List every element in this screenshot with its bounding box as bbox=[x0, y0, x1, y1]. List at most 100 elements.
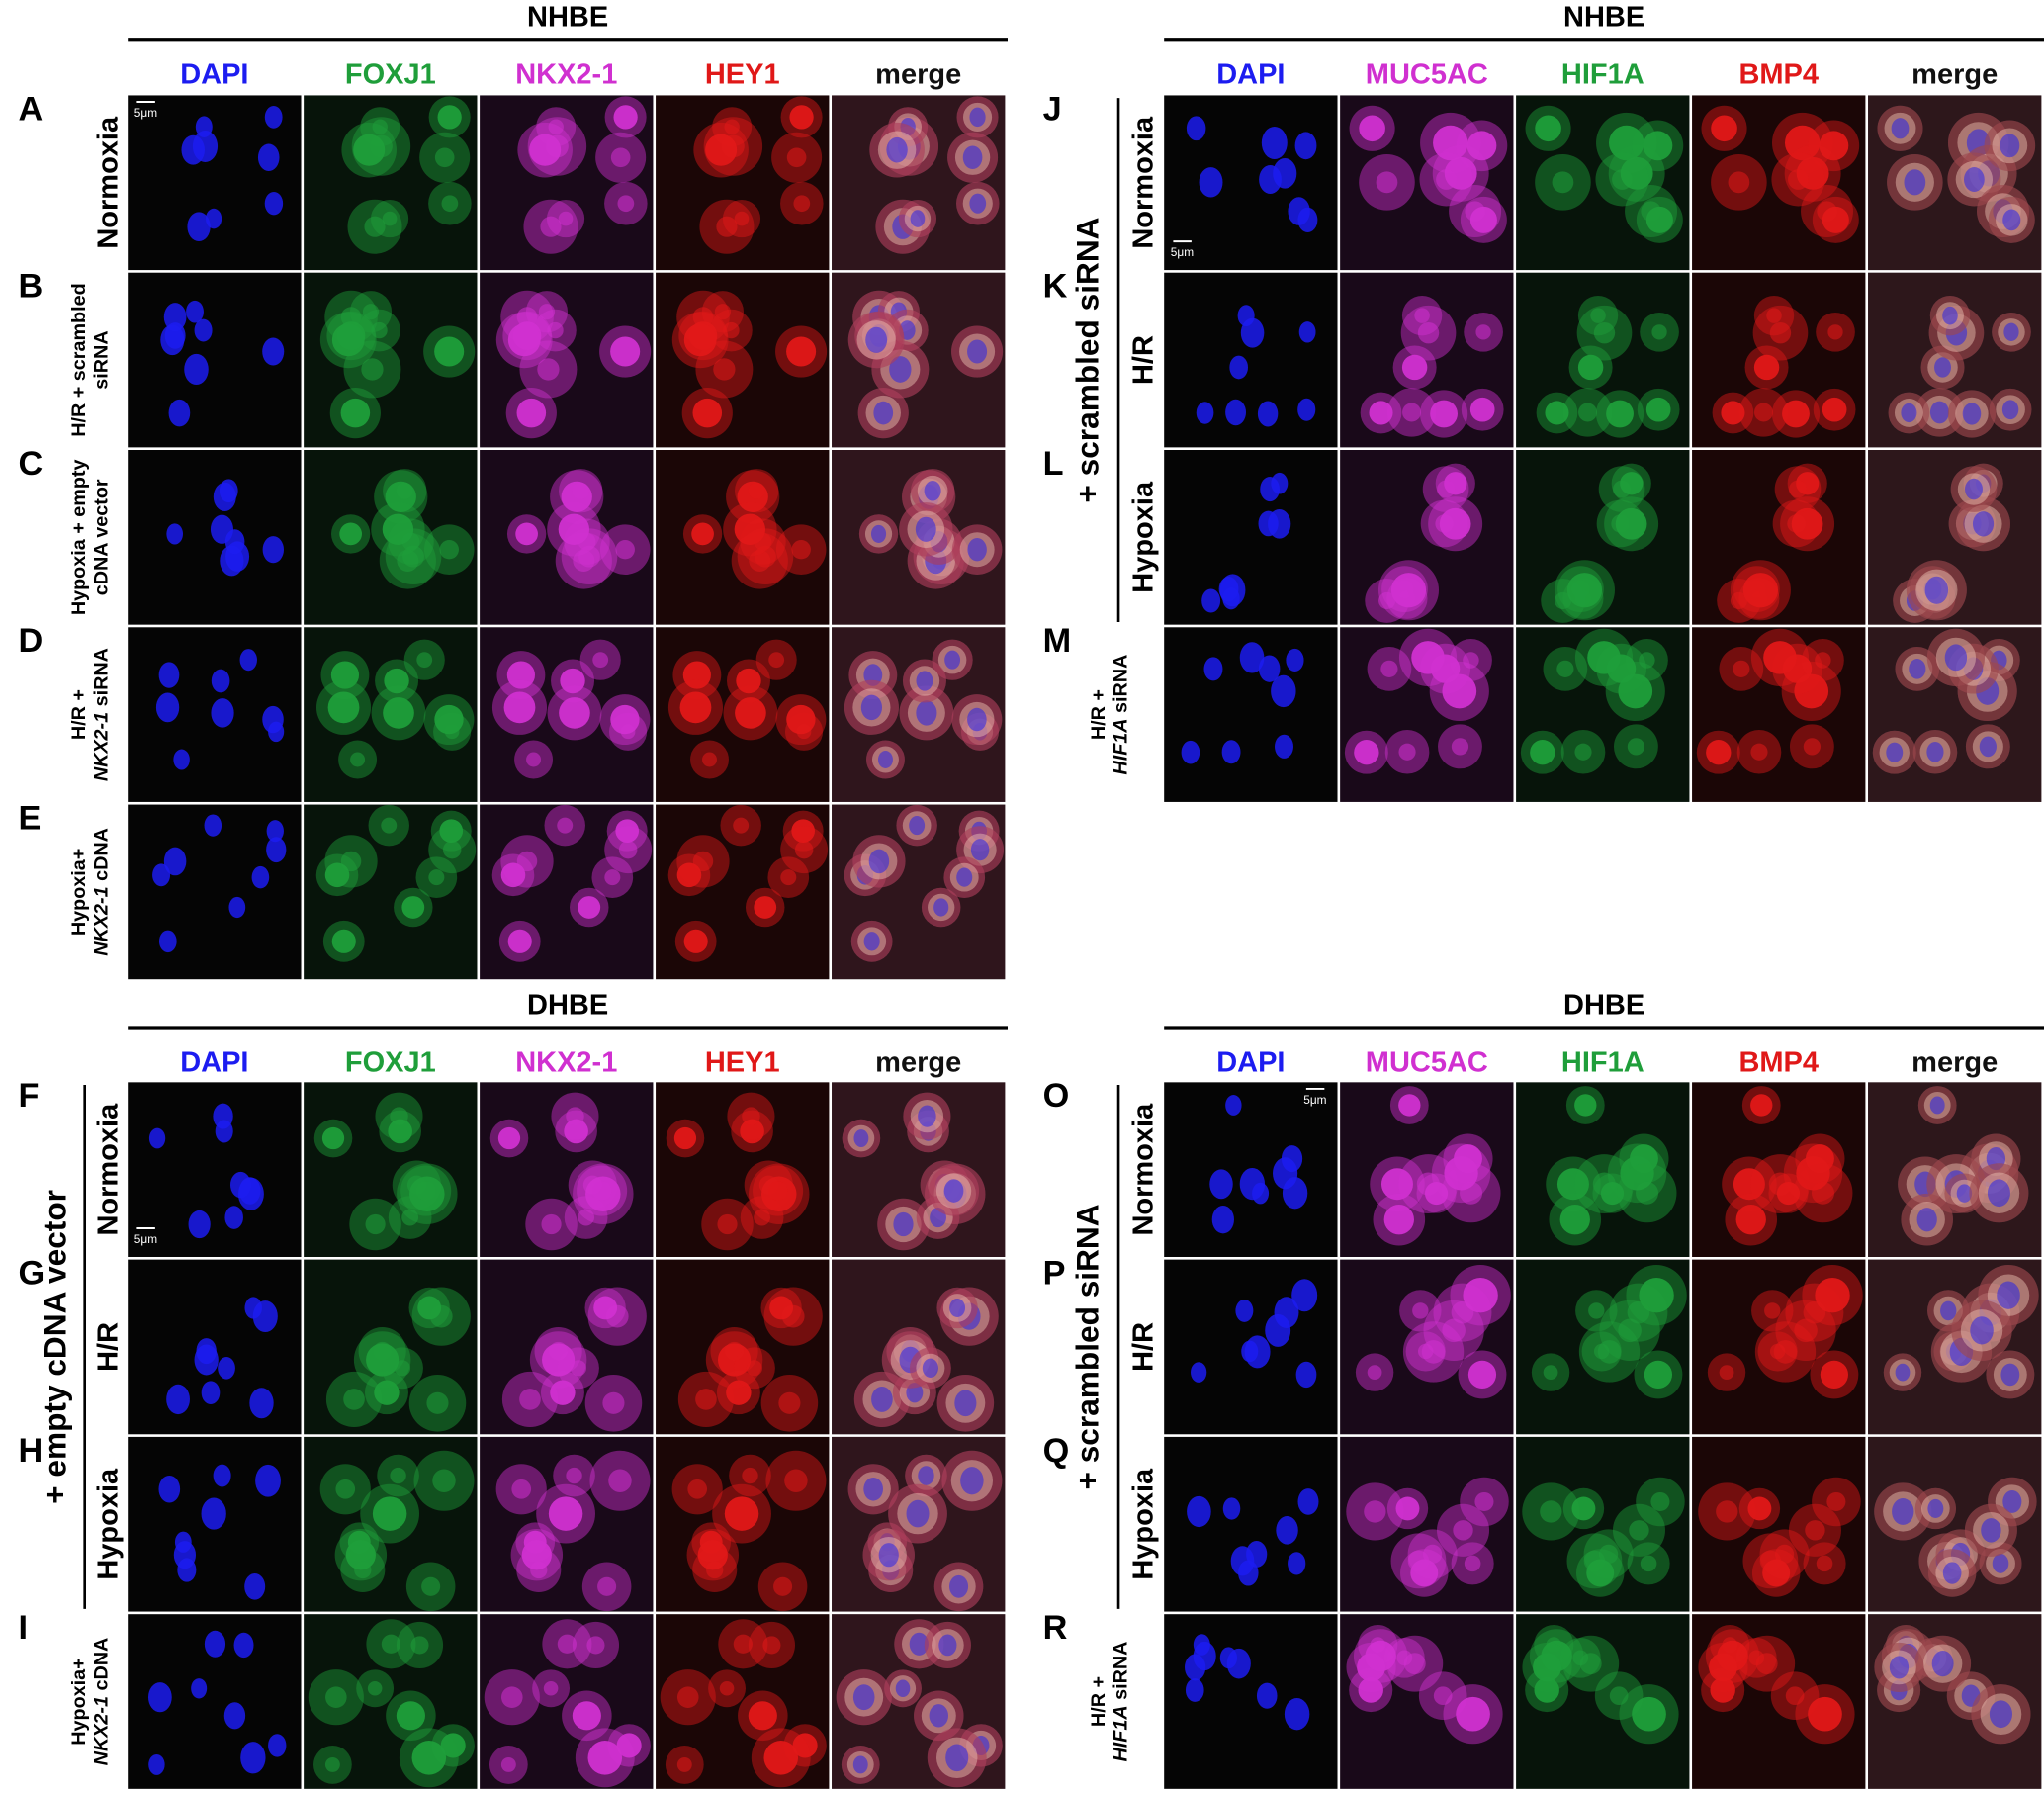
nucleus bbox=[163, 847, 187, 876]
nucleus bbox=[262, 705, 284, 734]
column-label: merge bbox=[1911, 58, 1998, 90]
nucleus bbox=[1219, 574, 1246, 607]
row-label-part: siRNA bbox=[1111, 1642, 1132, 1706]
cell-core bbox=[1556, 1168, 1589, 1201]
nucleus bbox=[1186, 116, 1206, 141]
panel-letter: B bbox=[18, 268, 43, 306]
micrograph bbox=[832, 627, 1006, 802]
nucleus bbox=[1222, 1497, 1241, 1520]
nucleus bbox=[1891, 118, 1910, 139]
cell-core bbox=[1645, 206, 1673, 233]
nucleus bbox=[1256, 1682, 1278, 1709]
cell-core bbox=[500, 1756, 516, 1772]
cell-core bbox=[516, 398, 547, 428]
cell-core bbox=[1433, 1686, 1453, 1706]
micrograph bbox=[1516, 1436, 1690, 1612]
micrograph bbox=[832, 95, 1006, 271]
nucleus bbox=[1963, 657, 1984, 680]
nucleus bbox=[1942, 1562, 1962, 1584]
cell-core bbox=[497, 1126, 521, 1150]
cell-core bbox=[1750, 743, 1768, 761]
micrograph bbox=[1340, 1082, 1514, 1257]
cell-core bbox=[353, 134, 386, 166]
nucleus bbox=[886, 136, 908, 163]
cell-core bbox=[610, 336, 641, 367]
nucleus bbox=[933, 898, 949, 917]
nucleus bbox=[1226, 1648, 1251, 1679]
nucleus bbox=[865, 326, 888, 353]
nucleus bbox=[1261, 126, 1288, 160]
row-label: H/R + bbox=[1088, 689, 1110, 740]
cell-core bbox=[1733, 660, 1750, 677]
micrograph bbox=[304, 450, 478, 625]
cell-core bbox=[1540, 1500, 1562, 1523]
cell-core bbox=[1651, 324, 1667, 340]
nucleus bbox=[924, 481, 941, 501]
cell-core bbox=[364, 216, 386, 237]
column-label: DAPI bbox=[1216, 58, 1285, 90]
cell-core bbox=[610, 147, 631, 168]
micrograph bbox=[1692, 95, 1866, 271]
cell-core bbox=[507, 929, 532, 953]
cell-core bbox=[735, 697, 766, 729]
nucleus bbox=[213, 1464, 231, 1487]
cell-core bbox=[683, 929, 708, 953]
cell-core bbox=[740, 1119, 764, 1144]
row-label-part: NKX2-1 bbox=[91, 1696, 113, 1765]
cell-core bbox=[616, 1733, 642, 1758]
cell-core bbox=[550, 1380, 576, 1405]
cell-core bbox=[1815, 1278, 1850, 1313]
cell-core bbox=[1811, 1181, 1835, 1205]
cell-core bbox=[367, 1680, 383, 1696]
cell-core bbox=[321, 1126, 345, 1150]
cell-core bbox=[692, 307, 714, 327]
nucleus bbox=[158, 1475, 181, 1503]
cell-core bbox=[578, 896, 601, 919]
cell-core bbox=[1451, 738, 1469, 756]
row-label-part: H/R + scrambled bbox=[68, 283, 90, 436]
cell-core bbox=[749, 549, 771, 572]
nucleus bbox=[1257, 401, 1279, 427]
micrograph bbox=[128, 1259, 302, 1435]
cell-core bbox=[1403, 1653, 1426, 1675]
nucleus bbox=[1886, 742, 1904, 762]
cell-core bbox=[372, 1496, 407, 1531]
cell-core bbox=[742, 1467, 758, 1484]
nucleus bbox=[1940, 1300, 1957, 1321]
cell-core bbox=[345, 1540, 376, 1570]
panel-tint bbox=[832, 1082, 1006, 1257]
cell-core bbox=[1369, 401, 1393, 425]
micrograph bbox=[1340, 1614, 1514, 1789]
cell-core bbox=[1456, 1696, 1490, 1732]
cell-core bbox=[1805, 1144, 1834, 1174]
cell-core bbox=[793, 195, 811, 213]
nucleus bbox=[213, 1103, 233, 1129]
cell-core bbox=[1460, 1181, 1483, 1205]
panel-letter: G bbox=[18, 1254, 44, 1292]
nucleus bbox=[1950, 1542, 1971, 1566]
micrograph bbox=[128, 450, 302, 625]
panel-tint bbox=[1340, 450, 1514, 625]
row-label: Hypoxia + empty bbox=[68, 460, 90, 616]
cell-core bbox=[432, 1469, 456, 1492]
cell-core bbox=[366, 1343, 400, 1377]
scale-bar-label: 5μm bbox=[1303, 1093, 1326, 1107]
nucleus bbox=[262, 536, 284, 564]
cell-core bbox=[1579, 1653, 1602, 1675]
cell-core bbox=[410, 1636, 429, 1655]
column-label: MUC5AC bbox=[1366, 58, 1488, 90]
panel-background bbox=[1516, 450, 1690, 625]
nucleus bbox=[268, 1734, 287, 1757]
cell-core bbox=[401, 1209, 419, 1226]
cell-core bbox=[1639, 1278, 1674, 1313]
panel-tint bbox=[1868, 450, 2042, 625]
column-label: NKX2-1 bbox=[515, 58, 617, 90]
panel-tint bbox=[1868, 450, 2042, 625]
micrograph bbox=[1692, 450, 1866, 625]
cell-core bbox=[503, 691, 536, 724]
cell-core bbox=[537, 358, 560, 381]
micrograph bbox=[304, 1614, 478, 1789]
panel-background bbox=[1868, 1082, 2042, 1257]
column-label: HIF1A bbox=[1561, 58, 1644, 90]
cell-core bbox=[396, 482, 413, 499]
